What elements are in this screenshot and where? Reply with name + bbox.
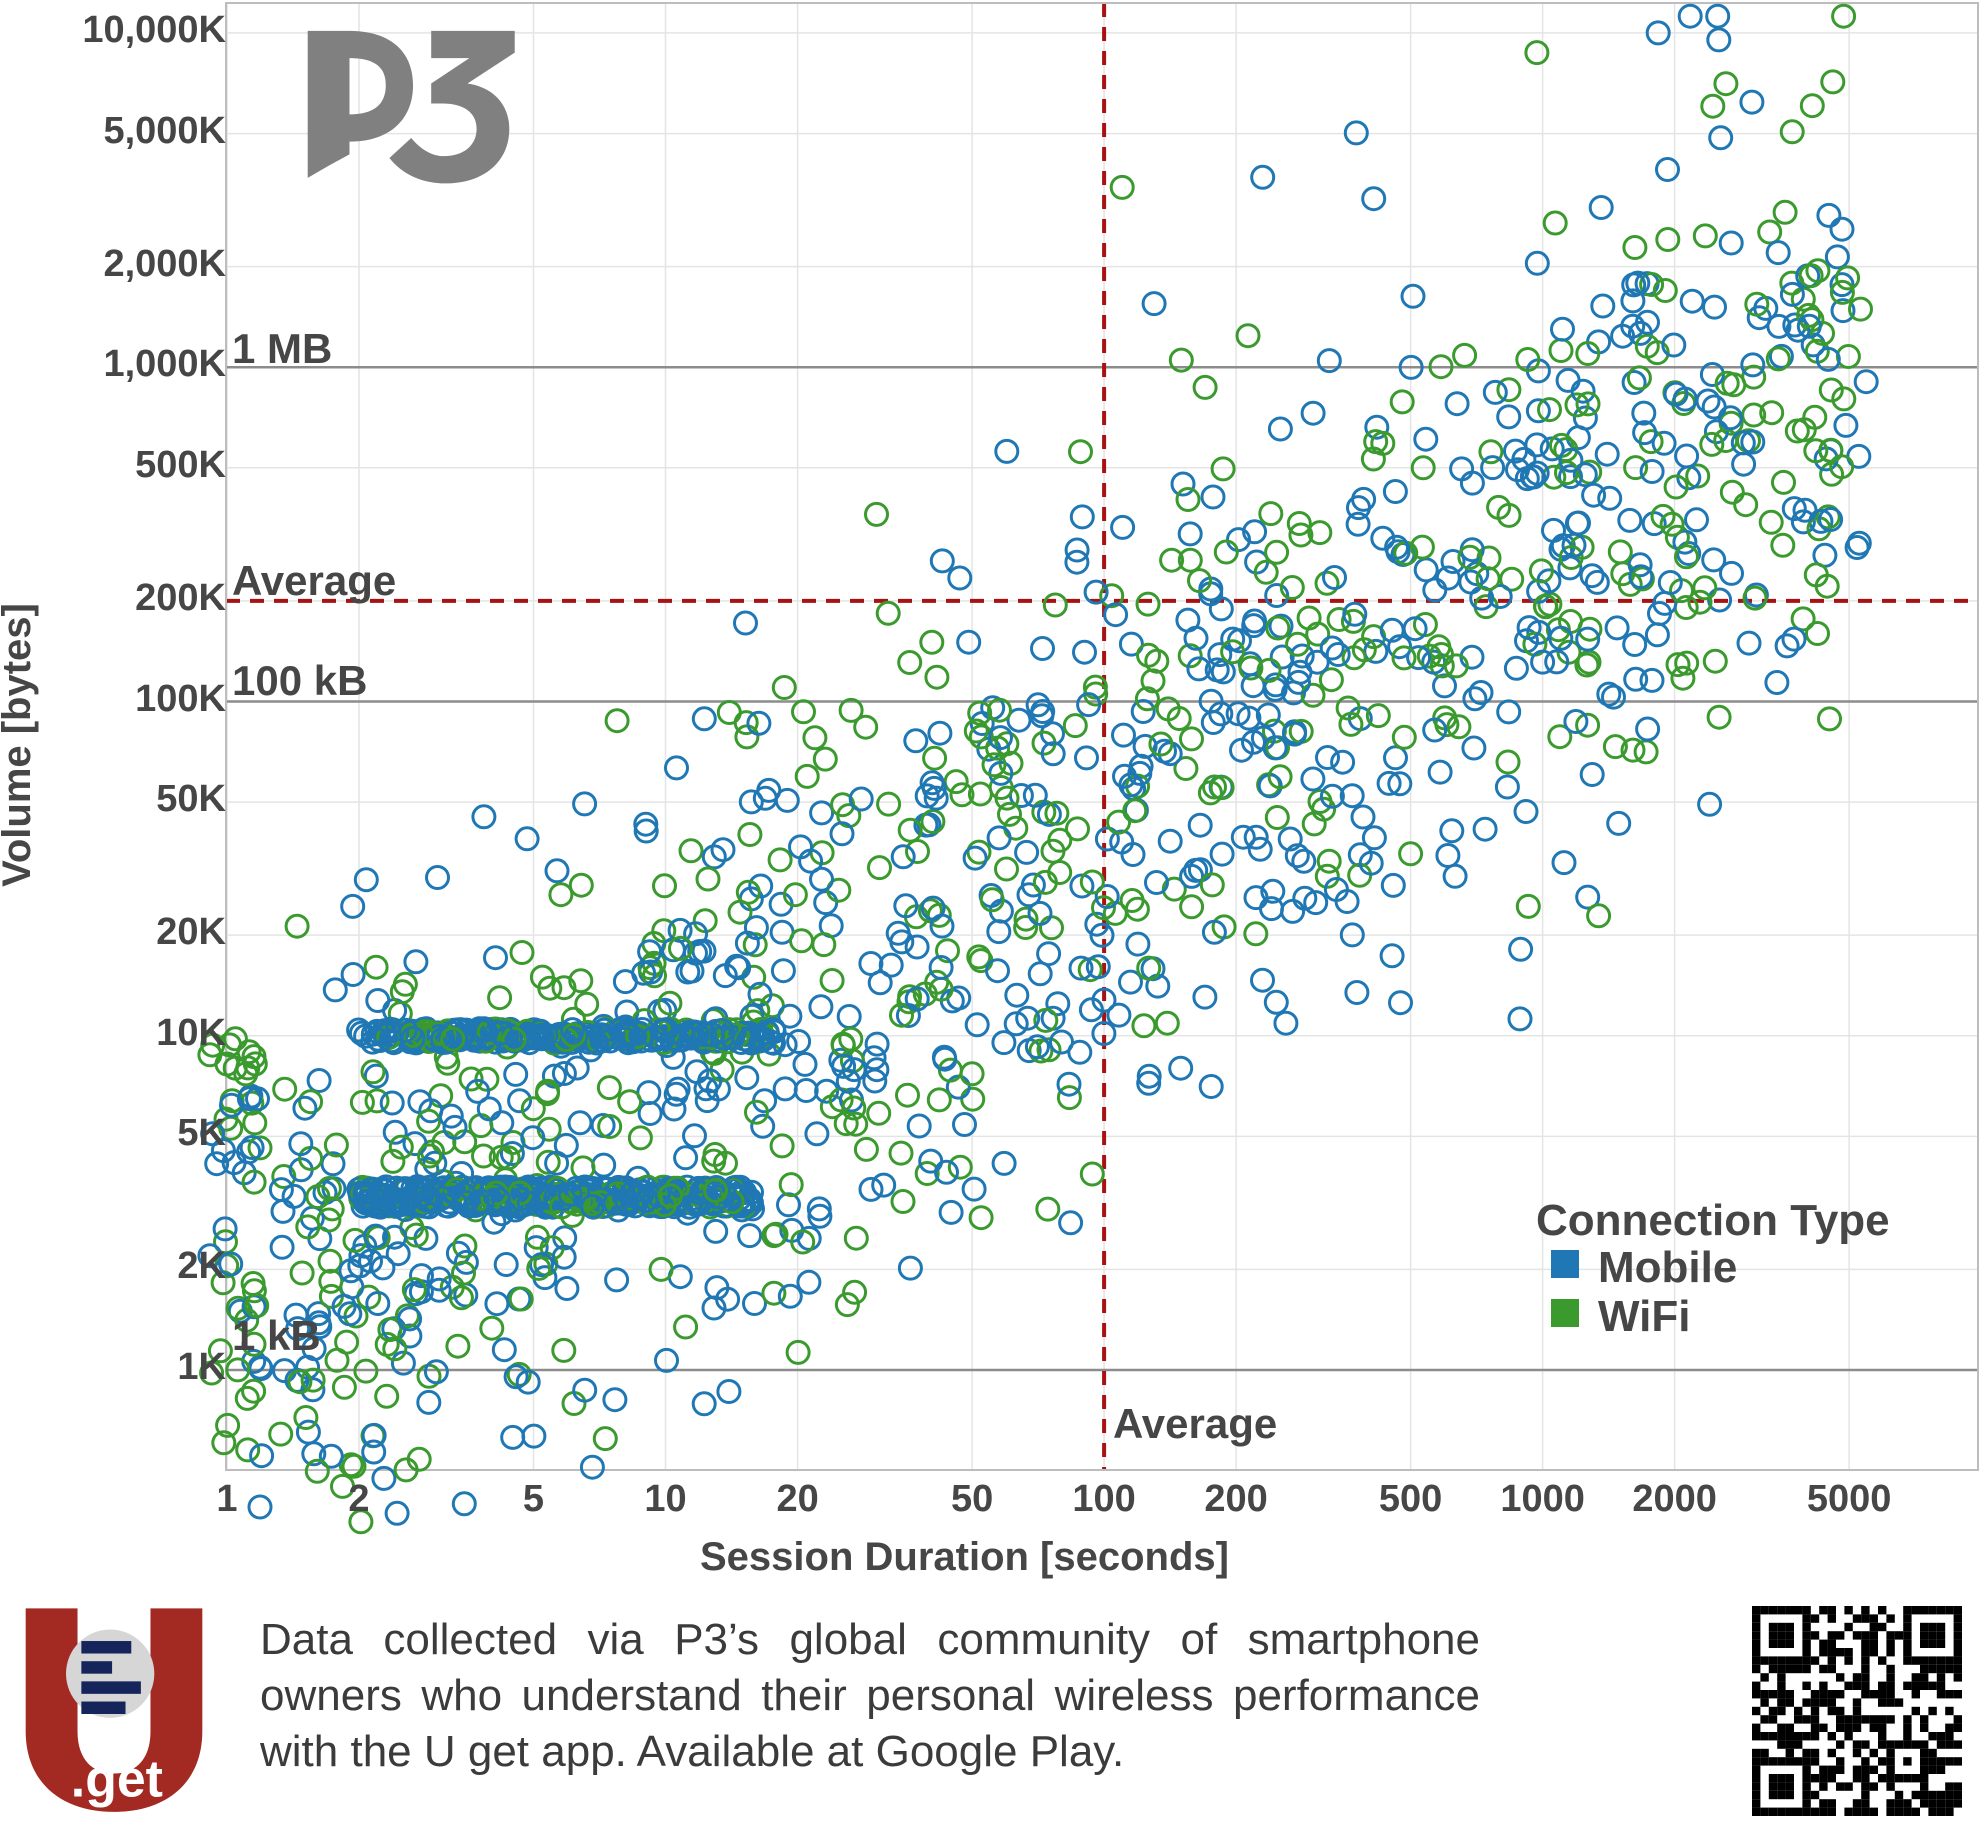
svg-text:.get: .get xyxy=(71,1750,163,1808)
